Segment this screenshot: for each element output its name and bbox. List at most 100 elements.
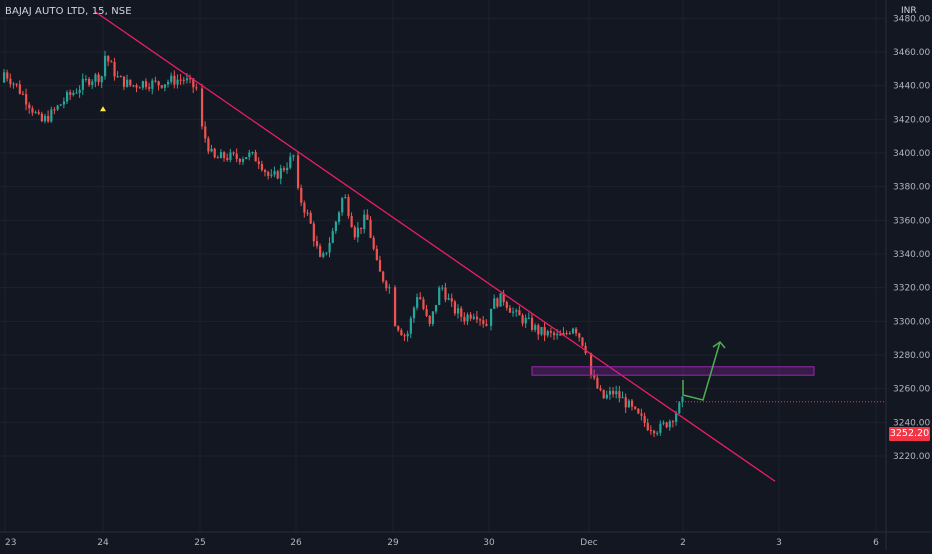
candle-body — [372, 237, 375, 249]
candle-body — [584, 345, 587, 354]
candle-body — [457, 308, 460, 314]
candle-body — [331, 231, 334, 243]
candle-body — [571, 328, 575, 334]
candle-body — [637, 408, 640, 414]
candle-body — [615, 391, 618, 395]
candle-body — [624, 397, 627, 408]
grid-lines — [0, 0, 886, 532]
candle-body — [369, 219, 372, 238]
candle-body — [334, 221, 337, 232]
candle-body — [416, 297, 419, 308]
y-tick-label: 3340.00 — [893, 250, 930, 260]
candle-body — [406, 333, 409, 337]
candle-body — [493, 298, 496, 309]
candle-body — [176, 79, 179, 85]
candle-body — [341, 198, 344, 213]
price-axis[interactable]: 3220.00 3240.00 3260.00 3280.00 3300.00 3320.… — [885, 0, 930, 550]
candle-body — [309, 212, 312, 224]
candle-body — [524, 317, 527, 324]
candle-body — [508, 307, 512, 313]
candle-body — [254, 152, 257, 162]
candle-body — [104, 55, 107, 77]
candle-body — [515, 310, 518, 312]
candle-body — [303, 202, 306, 213]
candle-body — [485, 324, 488, 326]
triangle-marker-icon — [100, 106, 106, 112]
candle-body — [599, 388, 602, 390]
candle-body — [425, 308, 428, 316]
candle-body — [537, 325, 540, 335]
candle-body — [245, 157, 248, 160]
time-axis[interactable]: 23 24 25 26 29 30 Dec 2 3 6 — [0, 531, 932, 548]
candle-body — [179, 79, 182, 81]
x-tick-label: 25 — [194, 538, 205, 548]
candle-body — [132, 85, 135, 87]
candle-body — [646, 422, 649, 431]
candle-body — [276, 171, 279, 179]
y-tick-label: 3320.00 — [893, 284, 930, 294]
candle-body — [649, 430, 653, 432]
candle-body — [344, 197, 347, 199]
candle-body — [3, 72, 6, 83]
candle-body — [596, 377, 599, 389]
candle-body — [34, 112, 37, 114]
candle-body — [91, 81, 94, 85]
candle-body — [337, 212, 341, 222]
currency-label[interactable]: INR — [901, 6, 917, 16]
candle-body — [81, 78, 84, 90]
candle-body — [322, 253, 325, 257]
y-tick-label: 3240.00 — [893, 418, 930, 428]
candle-body — [201, 88, 204, 127]
x-tick-label: Dec — [580, 538, 597, 548]
candle-body — [565, 332, 568, 334]
candle-body — [62, 101, 66, 105]
candle-body — [475, 316, 479, 320]
candle-body — [9, 78, 12, 85]
x-tick-label: 23 — [5, 538, 16, 548]
y-tick-label: 3360.00 — [893, 216, 930, 226]
y-tick-label: 3440.00 — [893, 82, 930, 92]
candle-body — [257, 161, 260, 164]
candle-body — [490, 308, 493, 326]
candle-body — [608, 390, 612, 395]
candle-body — [556, 333, 559, 336]
candle-body — [621, 397, 624, 399]
candle-body — [553, 332, 556, 336]
candle-body — [248, 152, 251, 158]
candle-body — [400, 330, 403, 336]
arrow-head-icon — [712, 340, 726, 349]
y-tick-label: 3280.00 — [893, 351, 930, 361]
candle-body — [37, 112, 40, 114]
candle-body — [375, 248, 378, 260]
candle-body — [444, 287, 447, 300]
candle-body — [460, 308, 463, 317]
candle-body — [472, 316, 475, 319]
candle-body — [568, 333, 571, 335]
candle-body — [540, 327, 543, 335]
candle-body — [360, 227, 363, 230]
candle-body — [135, 85, 138, 88]
candle-body — [602, 389, 605, 399]
candle-body — [643, 415, 646, 423]
candle-body — [141, 81, 144, 88]
candle-body — [18, 84, 21, 94]
candle-body — [282, 168, 286, 171]
candle-body — [264, 170, 267, 173]
candle-body — [419, 297, 422, 300]
candle-body — [306, 212, 309, 214]
candle-body — [189, 78, 192, 80]
candle-body — [422, 299, 425, 309]
x-tick-label: 3 — [776, 538, 782, 548]
candle-body — [289, 156, 292, 168]
candle-body — [469, 314, 472, 319]
candle-body — [388, 287, 391, 289]
drawings[interactable] — [94, 11, 886, 482]
resistance-zone — [531, 366, 815, 376]
candle-body — [238, 158, 241, 162]
candle-body — [182, 79, 185, 81]
candle-body — [496, 298, 499, 307]
y-tick-label: 3480.00 — [893, 14, 930, 24]
candle-body — [502, 293, 505, 303]
